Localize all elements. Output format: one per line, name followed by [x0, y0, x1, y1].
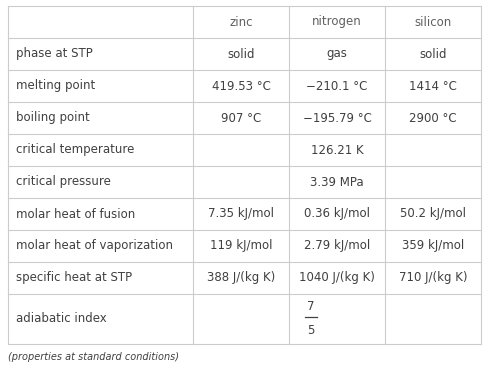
- Text: molar heat of vaporization: molar heat of vaporization: [16, 240, 173, 252]
- Text: 1040 J/(kg K): 1040 J/(kg K): [299, 272, 374, 285]
- Text: nitrogen: nitrogen: [311, 15, 361, 28]
- Text: 2900 °C: 2900 °C: [408, 111, 456, 125]
- Text: zinc: zinc: [229, 15, 252, 28]
- Text: solid: solid: [227, 48, 254, 60]
- Text: 50.2 kJ/mol: 50.2 kJ/mol: [399, 207, 465, 220]
- Text: 119 kJ/mol: 119 kJ/mol: [209, 240, 272, 252]
- Text: adiabatic index: adiabatic index: [16, 312, 106, 326]
- Text: 7: 7: [306, 300, 314, 313]
- Text: 359 kJ/mol: 359 kJ/mol: [401, 240, 463, 252]
- Text: 710 J/(kg K): 710 J/(kg K): [398, 272, 467, 285]
- Text: 2.79 kJ/mol: 2.79 kJ/mol: [303, 240, 369, 252]
- Text: critical pressure: critical pressure: [16, 176, 111, 189]
- Text: 0.36 kJ/mol: 0.36 kJ/mol: [304, 207, 369, 220]
- Text: boiling point: boiling point: [16, 111, 90, 125]
- Text: silicon: silicon: [413, 15, 451, 28]
- Text: specific heat at STP: specific heat at STP: [16, 272, 132, 285]
- Text: −210.1 °C: −210.1 °C: [305, 80, 367, 93]
- Text: melting point: melting point: [16, 80, 95, 93]
- Text: (properties at standard conditions): (properties at standard conditions): [8, 352, 179, 362]
- Text: 907 °C: 907 °C: [221, 111, 261, 125]
- Text: gas: gas: [326, 48, 347, 60]
- Text: 388 J/(kg K): 388 J/(kg K): [206, 272, 275, 285]
- Text: molar heat of fusion: molar heat of fusion: [16, 207, 135, 220]
- Text: solid: solid: [418, 48, 446, 60]
- Text: critical temperature: critical temperature: [16, 144, 134, 156]
- Text: 3.39 MPa: 3.39 MPa: [309, 176, 363, 189]
- Text: −195.79 °C: −195.79 °C: [302, 111, 371, 125]
- Text: 419.53 °C: 419.53 °C: [211, 80, 270, 93]
- Text: 7.35 kJ/mol: 7.35 kJ/mol: [207, 207, 273, 220]
- Text: 5: 5: [306, 324, 314, 338]
- Text: 1414 °C: 1414 °C: [408, 80, 456, 93]
- Text: phase at STP: phase at STP: [16, 48, 93, 60]
- Text: 126.21 K: 126.21 K: [310, 144, 363, 156]
